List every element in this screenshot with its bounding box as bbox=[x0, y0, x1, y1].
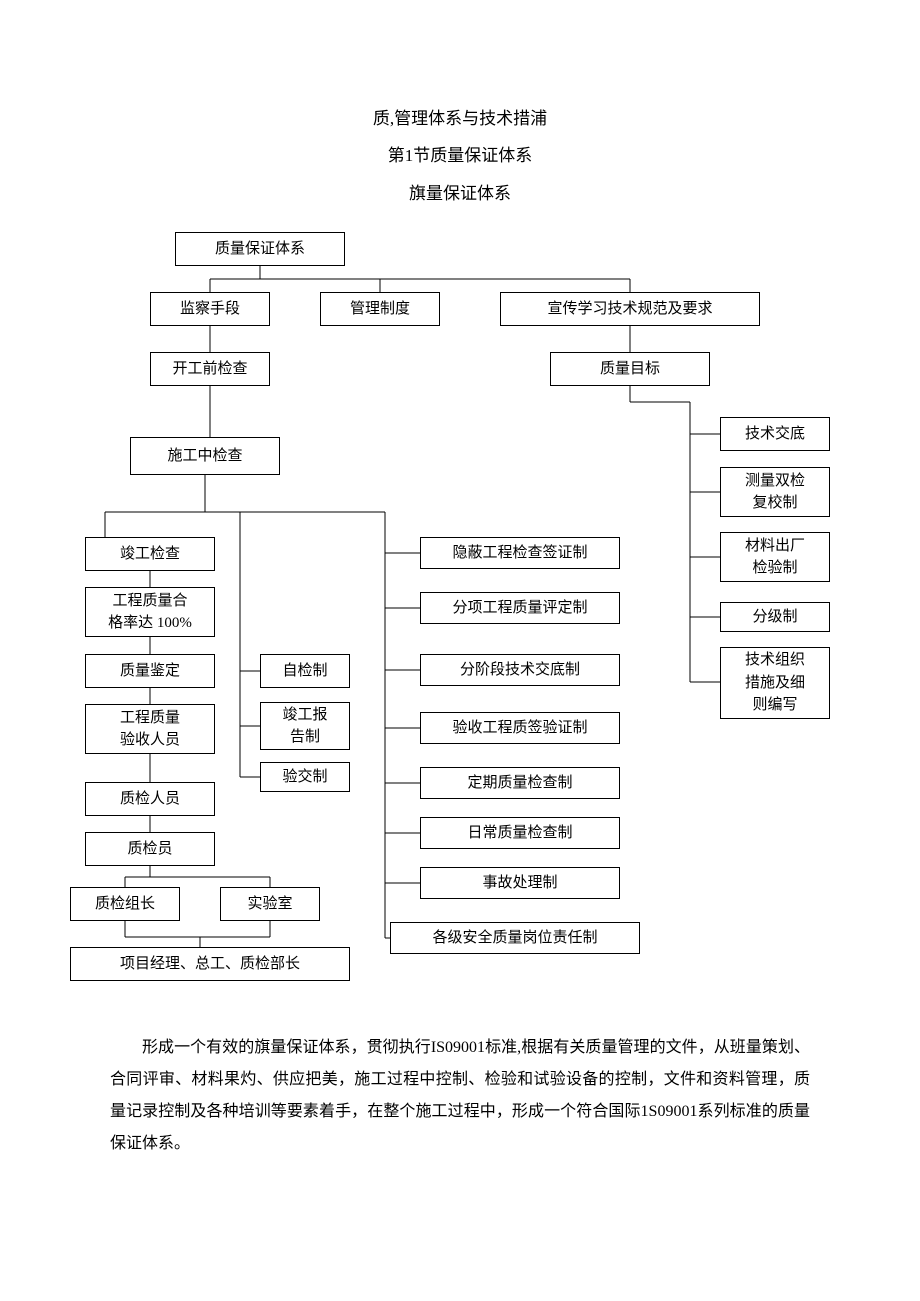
flowchart-node: 质检组长 bbox=[70, 887, 180, 921]
flowchart-node: 测量双检复校制 bbox=[720, 467, 830, 517]
flowchart-node: 质检员 bbox=[85, 832, 215, 866]
flowchart-node: 技术组织措施及细则编写 bbox=[720, 647, 830, 719]
flowchart-node: 技术交底 bbox=[720, 417, 830, 451]
flowchart-node: 项目经理、总工、质检部长 bbox=[70, 947, 350, 981]
flowchart-node: 验收工程质签验证制 bbox=[420, 712, 620, 744]
flowchart-node: 监察手段 bbox=[150, 292, 270, 326]
body-paragraph: 形成一个有效的旗量保证体系，贯彻执行IS09001标准,根据有关质量管理的文件，… bbox=[110, 1032, 810, 1160]
flowchart-node: 隐蔽工程检查签证制 bbox=[420, 537, 620, 569]
heading-3: 旗量保证体系 bbox=[0, 175, 920, 212]
document-page: 质,管理体系与技术措浦 第1节质量保证体系 旗量保证体系 质量保证体系监察手段 管… bbox=[0, 0, 920, 1220]
flowchart-node: 竣工检查 bbox=[85, 537, 215, 571]
flowchart-node: 宣传学习技术规范及要求 bbox=[500, 292, 760, 326]
flowchart-node: 开工前检查 bbox=[150, 352, 270, 386]
flowchart-node: 事故处理制 bbox=[420, 867, 620, 899]
flowchart-node: 质量鉴定 bbox=[85, 654, 215, 688]
flowchart-node: 工程质量验收人员 bbox=[85, 704, 215, 754]
flowchart-node: 分项工程质量评定制 bbox=[420, 592, 620, 624]
flowchart-node: 自检制 bbox=[260, 654, 350, 688]
flowchart-node: 施工中检查 bbox=[130, 437, 280, 475]
flowchart-node: 竣工报告制 bbox=[260, 702, 350, 750]
flowchart-node: 质量目标 bbox=[550, 352, 710, 386]
flowchart-diagram: 质量保证体系监察手段管理制度宣传学习技术规范及要求开工前检查质量目标施工中检查技… bbox=[70, 222, 850, 1002]
flowchart-node: 验交制 bbox=[260, 762, 350, 792]
flowchart-node: 材料出厂检验制 bbox=[720, 532, 830, 582]
flowchart-node: 质量保证体系 bbox=[175, 232, 345, 266]
heading-2: 第1节质量保证体系 bbox=[0, 137, 920, 174]
flowchart-node: 各级安全质量岗位责任制 bbox=[390, 922, 640, 954]
flowchart-node: 质检人员 bbox=[85, 782, 215, 816]
flowchart-node: 日常质量检查制 bbox=[420, 817, 620, 849]
heading-1: 质,管理体系与技术措浦 bbox=[0, 100, 920, 137]
flowchart-node: 定期质量检查制 bbox=[420, 767, 620, 799]
flowchart-node: 管理制度 bbox=[320, 292, 440, 326]
flowchart-node: 分阶段技术交底制 bbox=[420, 654, 620, 686]
flowchart-node: 分级制 bbox=[720, 602, 830, 632]
flowchart-node: 工程质量合格率达 100% bbox=[85, 587, 215, 637]
flowchart-node: 实验室 bbox=[220, 887, 320, 921]
